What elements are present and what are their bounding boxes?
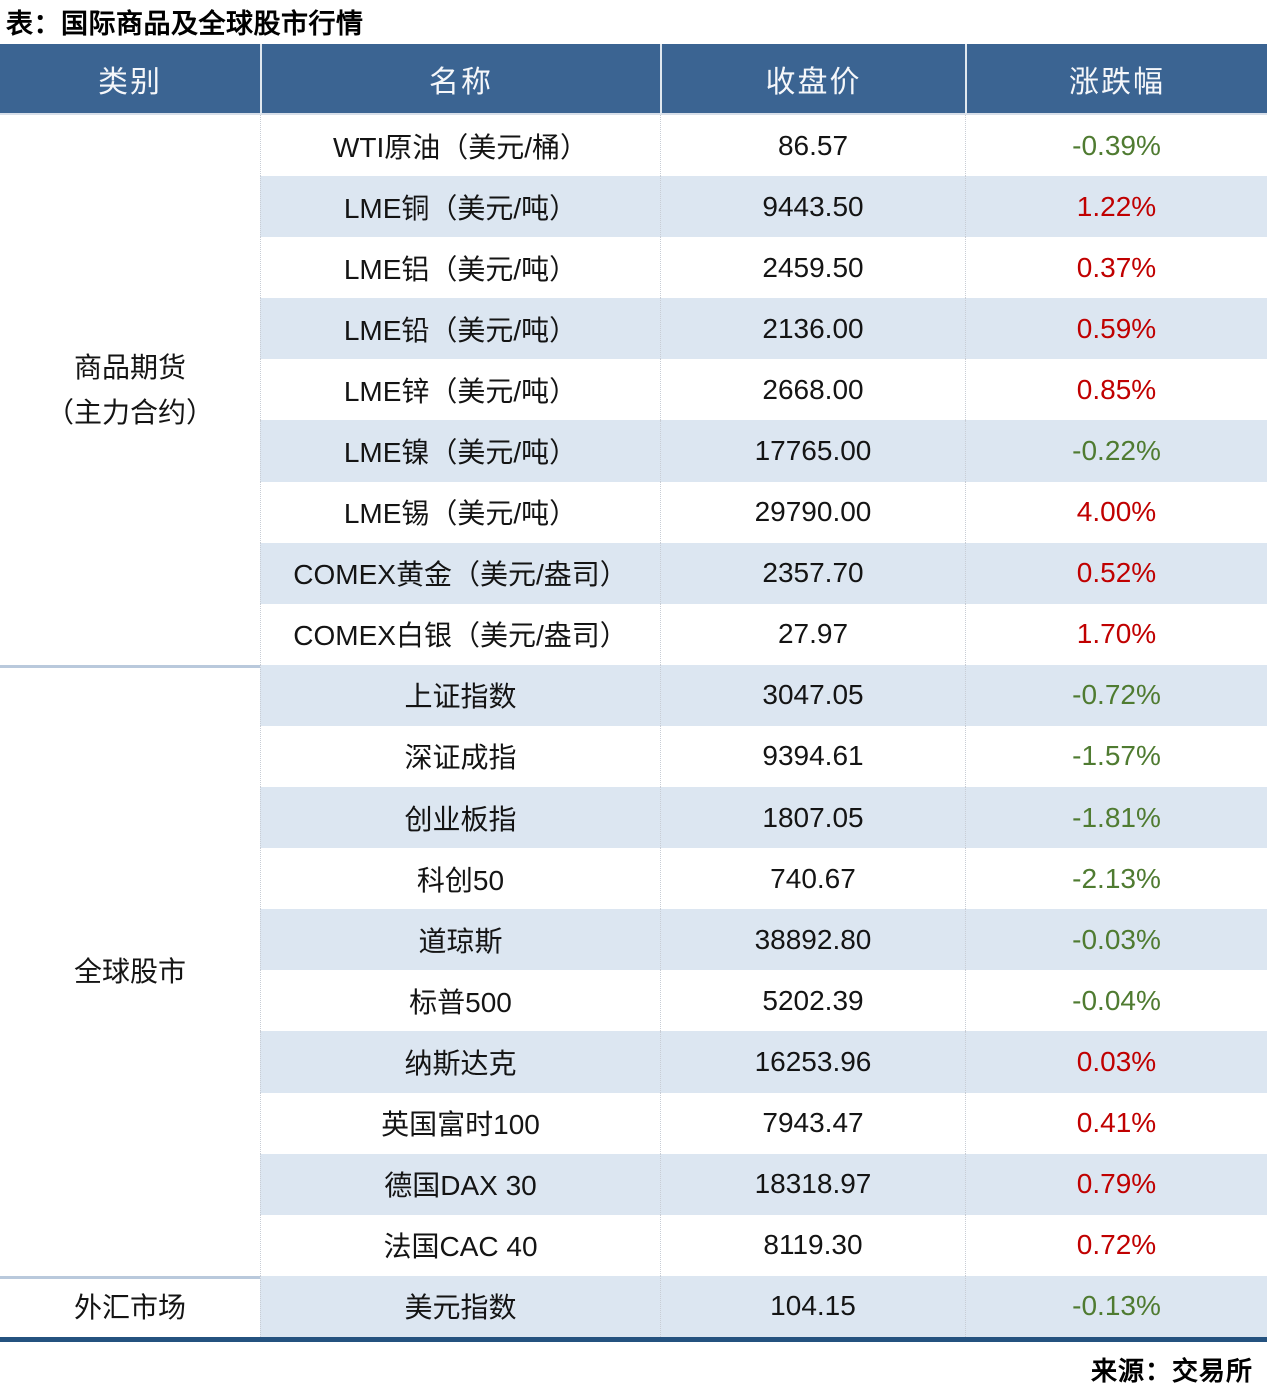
close-price: 2357.70: [660, 542, 965, 604]
close-price: 8119.30: [660, 1214, 965, 1276]
instrument-name: 英国富时100: [260, 1092, 660, 1154]
change-percent: 0.59%: [965, 298, 1267, 360]
instrument-name: 美元指数: [260, 1275, 660, 1337]
change-percent: -0.03%: [965, 909, 1267, 971]
header-category: 类别: [0, 44, 260, 115]
close-price: 3047.05: [660, 664, 965, 726]
category-cell: 外汇市场: [0, 1275, 260, 1337]
close-price: 1807.05: [660, 787, 965, 849]
category-cell: 商品期货 （主力合约）: [0, 115, 260, 665]
category-label-line: 全球股市: [73, 956, 186, 988]
instrument-name: 上证指数: [260, 664, 660, 726]
instrument-name: 法国CAC 40: [260, 1214, 660, 1276]
category-cell: 全球股市: [0, 664, 260, 1276]
instrument-name: LME铜（美元/吨）: [260, 176, 660, 238]
change-percent: 0.79%: [965, 1153, 1267, 1215]
close-price: 17765.00: [660, 420, 965, 482]
close-price: 38892.80: [660, 909, 965, 971]
close-price: 104.15: [660, 1275, 965, 1337]
instrument-name: COMEX白银（美元/盎司）: [260, 603, 660, 665]
close-price: 740.67: [660, 848, 965, 910]
change-percent: 0.85%: [965, 359, 1267, 421]
change-percent: 1.22%: [965, 176, 1267, 238]
change-percent: -0.39%: [965, 115, 1267, 177]
change-percent: -0.22%: [965, 420, 1267, 482]
change-percent: -0.13%: [965, 1275, 1267, 1337]
instrument-name: 标普500: [260, 970, 660, 1032]
instrument-name: 深证成指: [260, 725, 660, 788]
close-price: 16253.96: [660, 1031, 965, 1093]
instrument-name: 德国DAX 30: [260, 1153, 660, 1215]
change-percent: -1.81%: [965, 787, 1267, 849]
category-label-line: （主力合约）: [45, 396, 214, 428]
category-label-line: 商品期货: [73, 351, 186, 383]
instrument-name: 纳斯达克: [260, 1031, 660, 1093]
market-table: 类别 名称 收盘价 涨跌幅 商品期货 （主力合约） WTI原油（美元/桶） 86.57…: [0, 44, 1267, 1342]
instrument-name: COMEX黄金（美元/盎司）: [260, 542, 660, 604]
header-close: 收盘价: [660, 44, 965, 115]
category-label-line: 外汇市场: [73, 1292, 186, 1324]
instrument-name: LME铅（美元/吨）: [260, 298, 660, 360]
close-price: 9394.61: [660, 725, 965, 788]
close-price: 2459.50: [660, 237, 965, 299]
header-name: 名称: [260, 44, 660, 115]
change-percent: 0.41%: [965, 1092, 1267, 1154]
instrument-name: LME镍（美元/吨）: [260, 420, 660, 482]
close-price: 2136.00: [660, 298, 965, 360]
change-percent: 0.37%: [965, 237, 1267, 299]
close-price: 5202.39: [660, 970, 965, 1032]
instrument-name: 创业板指: [260, 787, 660, 849]
change-percent: 0.03%: [965, 1031, 1267, 1093]
change-percent: -0.04%: [965, 970, 1267, 1032]
instrument-name: 科创50: [260, 848, 660, 910]
change-percent: 0.52%: [965, 542, 1267, 604]
change-percent: -2.13%: [965, 848, 1267, 910]
close-price: 18318.97: [660, 1153, 965, 1215]
change-percent: 0.72%: [965, 1214, 1267, 1276]
close-price: 27.97: [660, 603, 965, 665]
close-price: 7943.47: [660, 1092, 965, 1154]
change-percent: -0.72%: [965, 664, 1267, 726]
instrument-name: LME铝（美元/吨）: [260, 237, 660, 299]
header-change: 涨跌幅: [965, 44, 1267, 115]
change-percent: 4.00%: [965, 481, 1267, 543]
instrument-name: LME锌（美元/吨）: [260, 359, 660, 421]
data-source: 来源：交易所: [1090, 1355, 1253, 1386]
instrument-name: LME锡（美元/吨）: [260, 481, 660, 543]
close-price: 86.57: [660, 115, 965, 177]
change-percent: -1.57%: [965, 725, 1267, 788]
instrument-name: 道琼斯: [260, 909, 660, 971]
close-price: 2668.00: [660, 359, 965, 421]
close-price: 29790.00: [660, 481, 965, 543]
close-price: 9443.50: [660, 176, 965, 238]
change-percent: 1.70%: [965, 603, 1267, 665]
table-title: 表：国际商品及全球股市行情: [6, 9, 364, 39]
instrument-name: WTI原油（美元/桶）: [260, 115, 660, 177]
